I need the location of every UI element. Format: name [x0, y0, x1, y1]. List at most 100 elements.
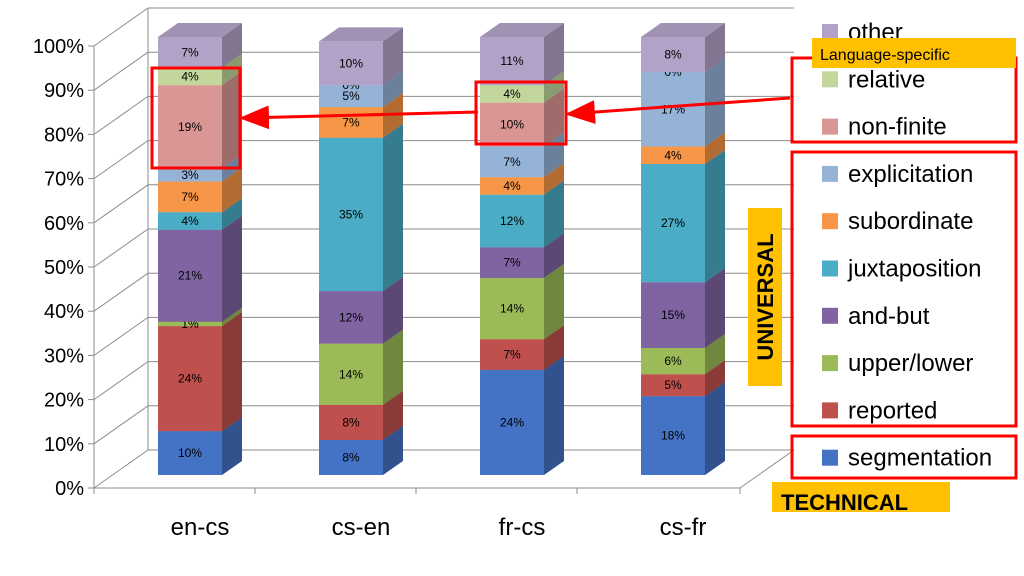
bar-segment-other-en-cs	[158, 23, 242, 68]
y-tick-label: 90%	[44, 80, 84, 102]
y-tick-label: 40%	[44, 301, 84, 323]
bar-side	[222, 307, 242, 327]
gridline-side	[93, 405, 149, 445]
gridline-side	[93, 228, 149, 268]
legend-label: upper/lower	[848, 350, 973, 377]
data-label: 7%	[503, 256, 521, 270]
legend-swatch	[822, 260, 838, 277]
data-label: 8%	[342, 450, 360, 464]
legend-label: subordinate	[848, 208, 973, 235]
bar-front	[319, 291, 383, 344]
data-label: 35%	[339, 207, 363, 221]
universal-label: UNIVERSAL	[753, 233, 778, 360]
bar-side	[383, 329, 403, 405]
legend-label: segmentation	[848, 445, 992, 472]
bar-top	[480, 23, 564, 37]
bar-side	[222, 198, 242, 230]
bar-front	[641, 282, 705, 348]
bar-side	[383, 425, 403, 475]
bar-side	[383, 390, 403, 440]
bar-side	[383, 71, 403, 108]
bar-front	[480, 277, 544, 340]
data-label: 4%	[503, 179, 521, 193]
legend-swatch	[822, 449, 838, 466]
data-label: 3%	[181, 168, 199, 182]
gridline-side	[93, 51, 149, 91]
bar-side	[383, 123, 403, 292]
technical-tag	[772, 482, 950, 512]
bar-side	[222, 215, 242, 322]
bar-side	[222, 312, 242, 432]
data-label: 15%	[661, 308, 685, 322]
y-tick-label: 100%	[33, 36, 84, 58]
data-label: 8%	[664, 48, 682, 62]
bar-side	[705, 23, 725, 73]
bar-front	[158, 181, 222, 213]
legend-group-box-universal	[790, 150, 1018, 428]
language-specific-tag	[812, 38, 1016, 68]
bar-front	[480, 194, 544, 248]
data-label: 10%	[500, 118, 524, 132]
gridline-side	[93, 95, 149, 135]
data-label: 19%	[178, 120, 202, 134]
legend-label: reported	[848, 397, 937, 424]
data-label: 10%	[339, 56, 363, 70]
language-specific-label: Language-specific	[820, 47, 950, 64]
bar-side	[544, 233, 564, 278]
legend-swatch	[822, 24, 838, 40]
legend-label: juxtaposition	[847, 256, 981, 283]
legend-label: non-finite	[848, 114, 947, 141]
bar-front	[319, 85, 383, 108]
bar-front	[641, 37, 705, 73]
y-tick-label: 70%	[44, 169, 84, 191]
bar-side	[222, 167, 242, 213]
arrow-to-fr-cs	[565, 96, 791, 125]
bar-front	[641, 374, 705, 397]
legend-label: explicitation	[848, 161, 973, 188]
bar-front	[641, 347, 705, 375]
gridline-side	[93, 140, 149, 180]
data-label: 5%	[342, 89, 360, 103]
data-label: 14%	[500, 302, 524, 316]
arrow-to-en-cs	[239, 105, 479, 130]
legend-label: and-but	[848, 303, 930, 330]
data-label: 14%	[339, 367, 363, 381]
data-label: 7%	[342, 115, 360, 129]
y-tick-label: 20%	[44, 390, 84, 412]
legend-swatch	[822, 402, 838, 419]
bar-front	[319, 107, 383, 138]
bar-front	[319, 137, 383, 292]
category-label: fr-cs	[499, 514, 546, 541]
bar-front	[319, 439, 383, 475]
bar-front	[158, 212, 222, 230]
technical-label: TECHNICAL	[781, 490, 908, 515]
bar-side	[383, 277, 403, 344]
bar-side	[705, 132, 725, 165]
data-label: 6%	[664, 354, 682, 368]
bar-side	[705, 268, 725, 348]
y-tick-label: 50%	[44, 257, 84, 279]
bar-front	[158, 431, 222, 475]
bar-side	[544, 355, 564, 475]
data-label: 8%	[342, 415, 360, 429]
bar-side	[544, 263, 564, 340]
y-tick-label: 10%	[44, 434, 84, 456]
data-label: 11%	[500, 54, 523, 68]
bar-segment-reported-en-cs	[158, 312, 242, 432]
y-tick-label: 80%	[44, 124, 84, 146]
legend-swatch	[822, 213, 838, 230]
data-label: 21%	[178, 269, 202, 283]
bar-front	[641, 396, 705, 475]
bar-front	[158, 85, 222, 169]
bar-front	[158, 67, 222, 86]
bar-segment-other-fr-cs	[480, 23, 564, 86]
bar-top	[319, 27, 403, 42]
data-label: 24%	[500, 415, 524, 429]
bar-front	[480, 177, 544, 195]
bar-front	[641, 146, 705, 165]
bar-front	[480, 85, 544, 103]
bar-side	[705, 333, 725, 375]
bar-side	[544, 23, 564, 86]
bar-side	[222, 417, 242, 475]
